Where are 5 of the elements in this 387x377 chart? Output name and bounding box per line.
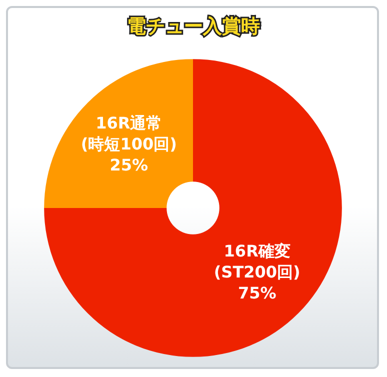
chart-title: 電チュー入賞時 bbox=[127, 16, 260, 38]
slice-label: 16R確変 (ST200回) bbox=[214, 242, 300, 282]
data-label: 25% bbox=[110, 155, 148, 174]
slice-label: 16R通常 (時短100回) bbox=[80, 113, 177, 154]
data-label: 75% bbox=[238, 284, 276, 303]
